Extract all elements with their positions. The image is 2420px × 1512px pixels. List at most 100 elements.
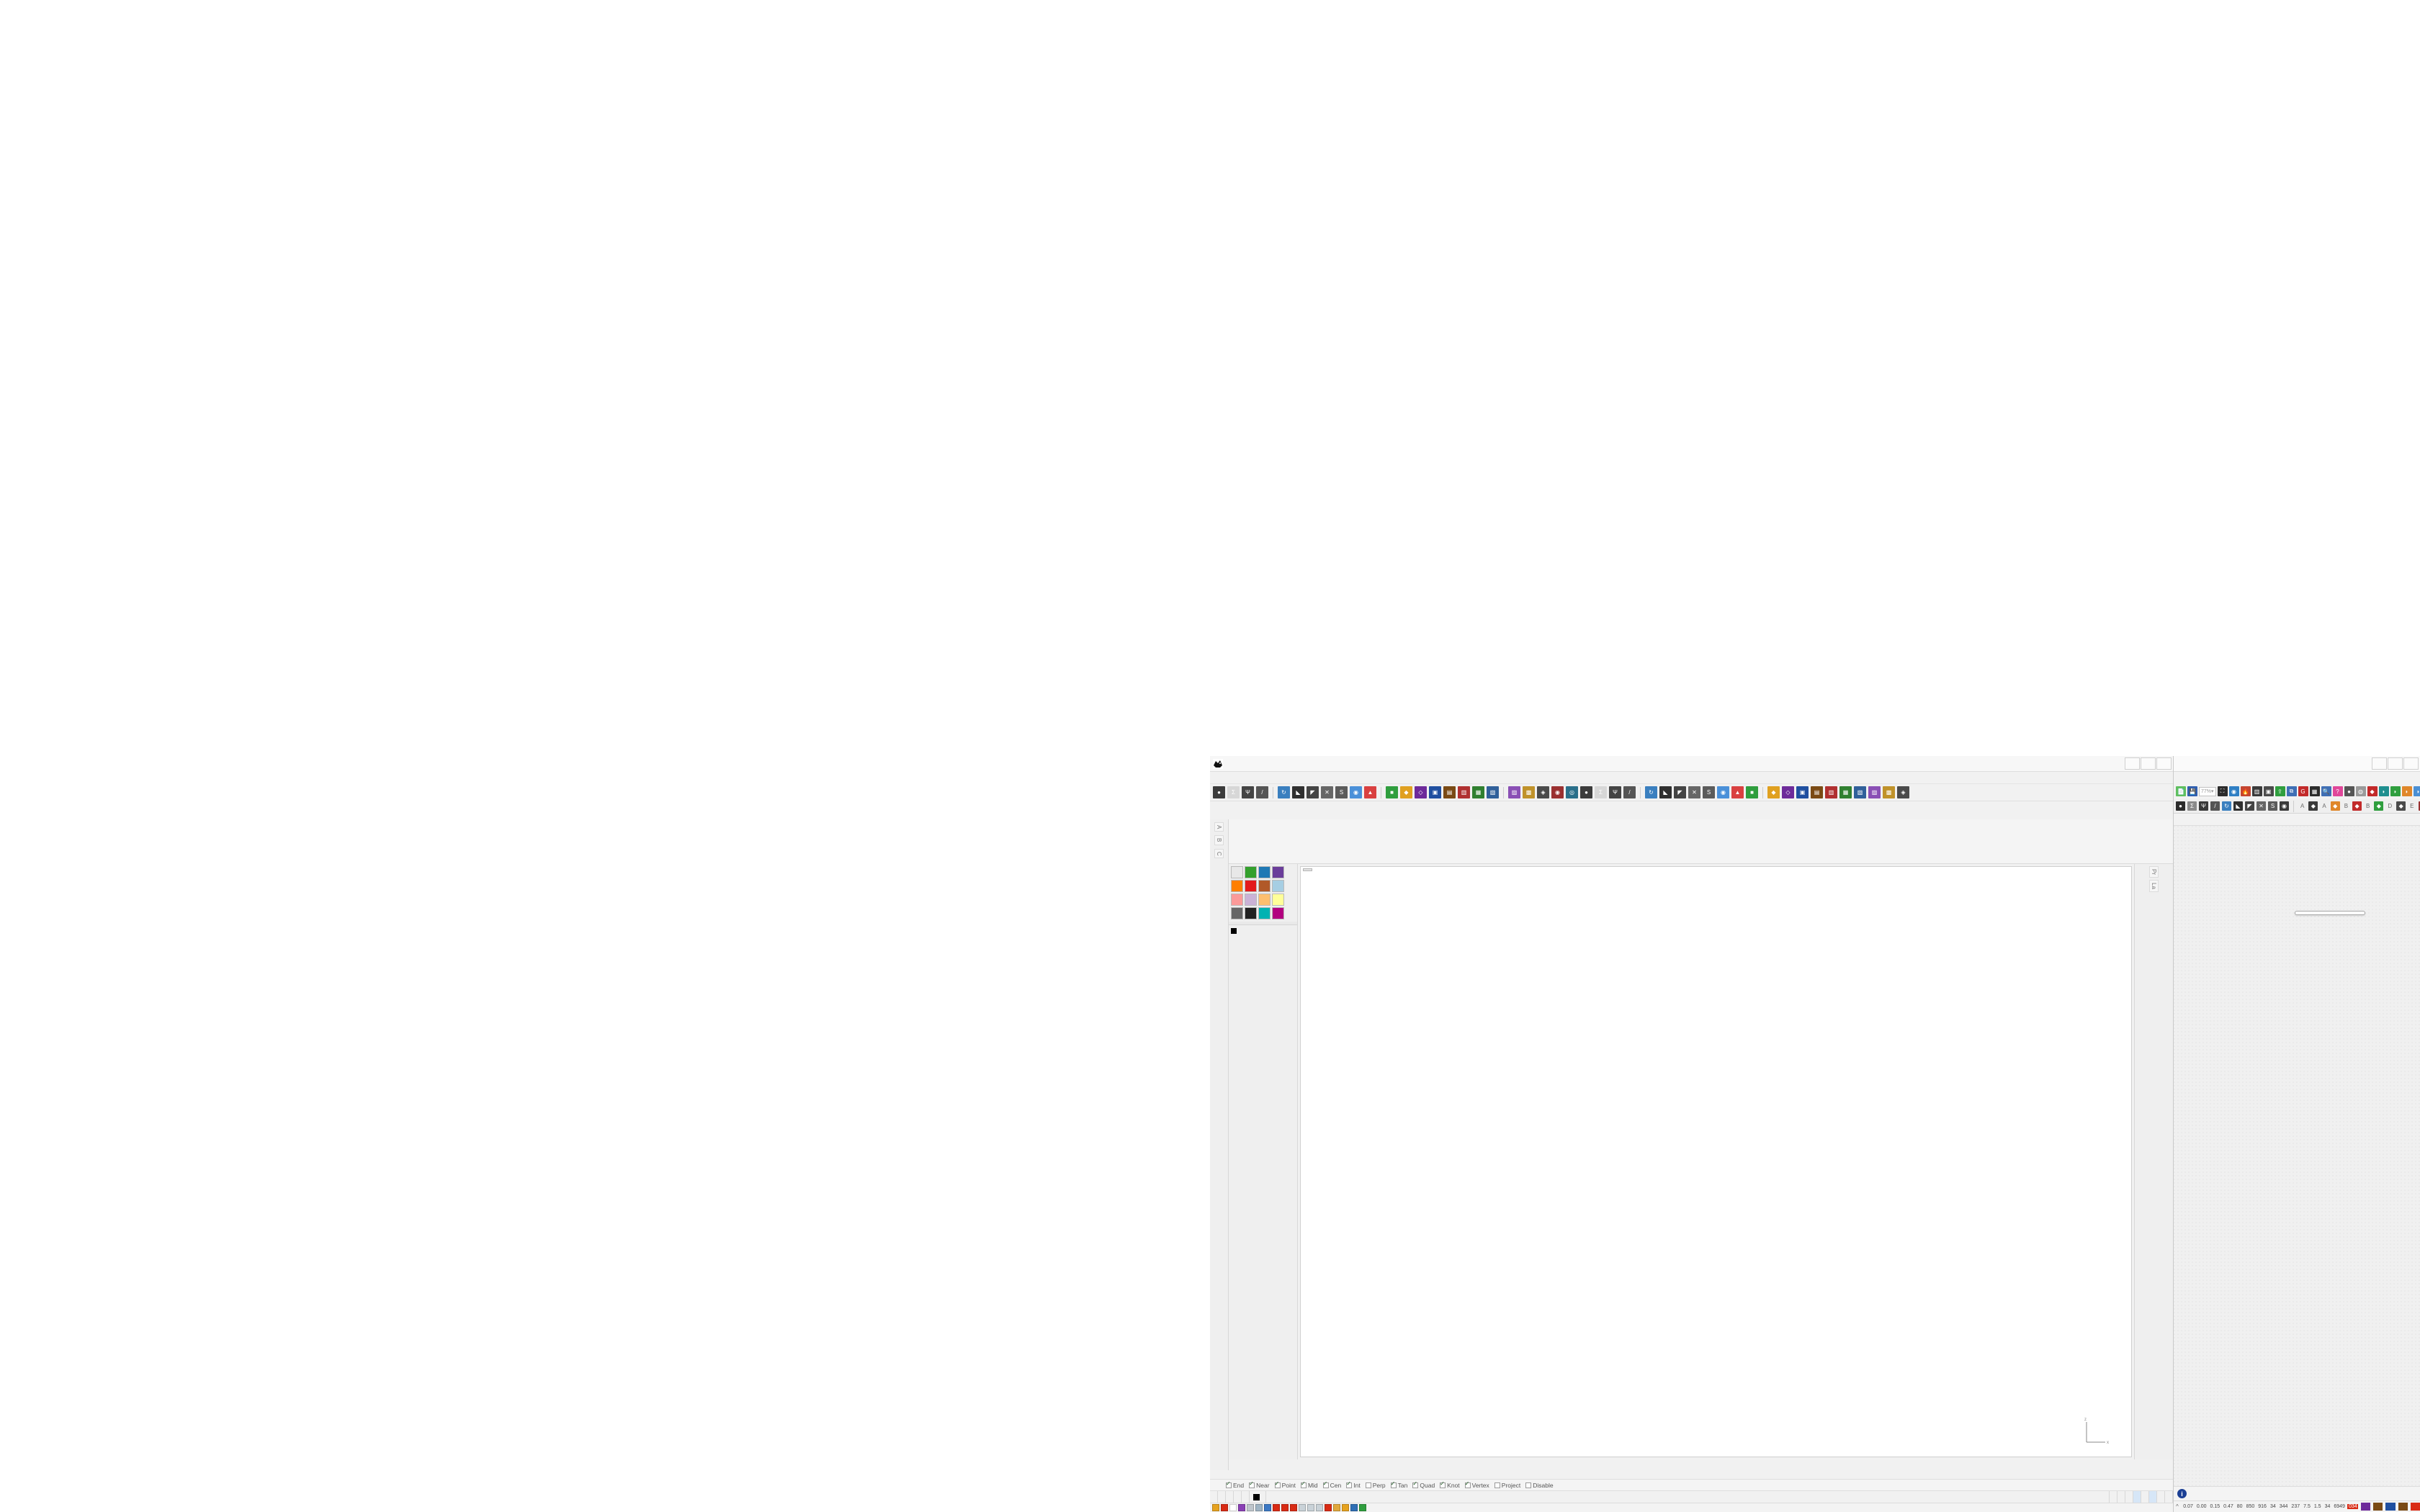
- material-swatch-0[interactable]: [1231, 866, 1243, 878]
- rhino-standard-toolbar[interactable]: ● Σ Ψ / ↻ ◣ ◤ ✕ S ◉ ▲ ■ ◆ ◇ ▣ ▤ ▥ ▦ ▧ ▨ ▩ ◈ ◉ ◎ ● Σ Ψ / ↻ ◣ ◤ ✕ S ◉ ▲ ■ ◆ ◇ ▣ ▤…: [1210, 784, 2173, 801]
- status-toggle-grid-snap[interactable]: [2110, 1491, 2118, 1503]
- left-dock-tab-2[interactable]: B: [1214, 835, 1224, 845]
- rhino-toolbar-icon-29[interactable]: ◣: [1659, 786, 1672, 798]
- orange-blob-icon[interactable]: ◗: [2401, 786, 2412, 796]
- grasshopper-category-tabs[interactable]: ●ΣΨ/↻◣◤✕S◉A◆A◆B◆B◆D◆E◆E◆E◆F◆: [2174, 799, 2420, 814]
- rhino-toolbar-icon-4[interactable]: ↻: [1278, 786, 1290, 798]
- gh-category-icon-5[interactable]: ◣: [2233, 801, 2243, 811]
- rhino-toolbar-icon-37[interactable]: ◇: [1782, 786, 1794, 798]
- grasshopper-menubar[interactable]: [2174, 772, 2420, 783]
- rhino-toolbar-icon-34[interactable]: ▲: [1731, 786, 1744, 798]
- status-toggle-filter[interactable]: [2165, 1491, 2173, 1503]
- cluster-icon[interactable]: ▣: [2263, 786, 2274, 796]
- status-toggle-ortho[interactable]: [2118, 1491, 2125, 1503]
- osnap-checkbox-project[interactable]: Project: [1494, 1482, 1520, 1489]
- rhino-toolbar-icon-40[interactable]: ▥: [1825, 786, 1837, 798]
- rhino-window-controls[interactable]: [2124, 757, 2172, 770]
- rhino-toolbar-icon-35[interactable]: ■: [1746, 786, 1758, 798]
- rhino-toolbar-icon-22[interactable]: ◉: [1551, 786, 1564, 798]
- rhino-toolbar-icon-15[interactable]: ▤: [1443, 786, 1456, 798]
- gh-tab-group-5[interactable]: E: [2410, 803, 2414, 809]
- osnap-checkbox-cen[interactable]: Cen: [1322, 1480, 1341, 1489]
- taskbar-app-icon-10[interactable]: [1299, 1504, 1306, 1511]
- rhino-toolbar-icon-43[interactable]: ▨: [1868, 786, 1881, 798]
- taskbar-app-icon-9[interactable]: [1290, 1504, 1297, 1511]
- rhino-toolbar-icon-42[interactable]: ▧: [1854, 786, 1866, 798]
- gh-tab-group-icon-1[interactable]: ◆: [2330, 801, 2340, 811]
- grasshopper-canvas[interactable]: [2174, 825, 2420, 1486]
- taskbar-app-icon-14[interactable]: [1333, 1504, 1340, 1511]
- gh-tab-group-0[interactable]: A: [2300, 803, 2305, 809]
- chevron-down-icon[interactable]: ▾: [2211, 789, 2214, 794]
- left-dock-tab-3[interactable]: C: [1214, 848, 1224, 859]
- document-icon[interactable]: ▦: [2309, 786, 2320, 796]
- material-swatch-9[interactable]: [1245, 894, 1257, 906]
- gh-category-icon-0[interactable]: ●: [2176, 801, 2185, 811]
- teal-blob-icon[interactable]: ◗: [2378, 786, 2389, 796]
- bake-icon[interactable]: 🔥: [2240, 786, 2251, 796]
- osnap-checkbox-tan[interactable]: Tan: [1390, 1480, 1407, 1489]
- gh-category-icon-9[interactable]: ◉: [2280, 801, 2289, 811]
- rhino-toolbar-icon-27[interactable]: /: [1623, 786, 1636, 798]
- gh-tab-group-4[interactable]: D: [2388, 803, 2393, 809]
- checkbox-box[interactable]: [1525, 1482, 1532, 1488]
- right-dock-tab-2[interactable]: La: [2149, 880, 2159, 892]
- gh-window-controls[interactable]: [2371, 757, 2419, 770]
- viewport-tab-strip[interactable]: [1229, 1459, 2173, 1470]
- rhino-toolbar-icon-19[interactable]: ▨: [1508, 786, 1520, 798]
- checkbox-box[interactable]: [1440, 1480, 1446, 1488]
- gh-tab-group-icon-3[interactable]: ◆: [2374, 801, 2384, 811]
- component-construct-plane[interactable]: [2295, 911, 2365, 915]
- checkbox-box[interactable]: [1390, 1480, 1397, 1488]
- rhino-toolbar-icon-36[interactable]: ◆: [1767, 786, 1780, 798]
- grasshopper-toolbar[interactable]: 📄 💾 77% ▾ ⛶ ◉ 🔥 ▥ ▣ ⇪ ⧉ G ▦ 🔍? ● ◍ ◆ ◗ ◗ ◗ ◗: [2174, 783, 2420, 799]
- osnap-checkbox-knot[interactable]: Knot: [1440, 1480, 1460, 1489]
- checkbox-box[interactable]: [1274, 1480, 1281, 1488]
- rhino-toolbar-icon-11[interactable]: ■: [1386, 786, 1398, 798]
- checkbox-box[interactable]: [1412, 1480, 1419, 1488]
- rhino-toolbar-icon-31[interactable]: ✕: [1688, 786, 1700, 798]
- zoom-extents-icon[interactable]: ⛶: [2217, 786, 2228, 796]
- grasshopper-titlebar[interactable]: [2174, 756, 2420, 772]
- gh-tab-group-3[interactable]: B: [2366, 803, 2370, 809]
- rhino-toolbar-icon-13[interactable]: ◇: [1415, 786, 1427, 798]
- taskbar-app-icon-16[interactable]: [1350, 1504, 1358, 1511]
- rhino-toolbar-icon-20[interactable]: ▩: [1523, 786, 1535, 798]
- rhino-toolbar-icon-1[interactable]: Σ: [1227, 786, 1240, 798]
- osnap-checkbox-perp[interactable]: Perp: [1365, 1482, 1386, 1489]
- left-dock-tab-1[interactable]: A: [1214, 822, 1224, 832]
- taskbar-app-icon-11[interactable]: [1307, 1504, 1314, 1511]
- rhino-toolbar-icon-7[interactable]: ✕: [1321, 786, 1333, 798]
- rhino-right-dock[interactable]: Pr La: [2134, 864, 2173, 1459]
- material-swatch-14[interactable]: [1258, 907, 1270, 919]
- status-toggle-smarttrack[interactable]: [2141, 1491, 2149, 1503]
- taskbar-app-icon-3[interactable]: [1238, 1504, 1245, 1511]
- sphere-icon[interactable]: ●: [2344, 786, 2354, 796]
- rhino-toolbar-icon-25[interactable]: Σ: [1595, 786, 1607, 798]
- checkbox-box[interactable]: [1249, 1480, 1255, 1488]
- checkbox-box[interactable]: [1494, 1482, 1500, 1488]
- osnap-checkbox-end[interactable]: End: [1226, 1480, 1244, 1489]
- rhino-close-button[interactable]: [2156, 757, 2172, 770]
- osnap-checkbox-mid[interactable]: Mid: [1300, 1480, 1318, 1489]
- info-icon[interactable]: i: [2177, 1489, 2187, 1498]
- surface-icon[interactable]: ◍: [2355, 786, 2366, 796]
- checkbox-box[interactable]: [1226, 1480, 1232, 1488]
- tray-graph-4[interactable]: [2410, 1503, 2420, 1511]
- rhino-osnap-bar[interactable]: End Near Point Mid Cen Int Perp Tan Quad Knot Vert…: [1210, 1479, 2173, 1490]
- taskbar-app-icon-7[interactable]: [1273, 1504, 1280, 1511]
- blue-blob-icon[interactable]: ◗: [2413, 786, 2420, 796]
- taskbar-app-icon-17[interactable]: [1359, 1504, 1366, 1511]
- material-swatch-15[interactable]: [1272, 907, 1284, 919]
- gh-tab-group-icon-5[interactable]: ◆: [2418, 801, 2420, 811]
- gh-close-button[interactable]: [2403, 757, 2419, 770]
- status-toggle-gumball[interactable]: [2149, 1491, 2157, 1503]
- layer-row-default[interactable]: [1231, 927, 1295, 935]
- rhino-statusbar[interactable]: [1210, 1490, 2173, 1503]
- remote-panel-icon[interactable]: ⧉: [2286, 786, 2297, 796]
- save-file-icon[interactable]: 💾: [2187, 786, 2197, 796]
- rhino-toolbar-icon-5[interactable]: ◣: [1292, 786, 1304, 798]
- gh-category-icon-7[interactable]: ✕: [2257, 801, 2266, 811]
- green-blob-icon[interactable]: ◗: [2390, 786, 2401, 796]
- rhino-toolbar-icon-38[interactable]: ▣: [1796, 786, 1809, 798]
